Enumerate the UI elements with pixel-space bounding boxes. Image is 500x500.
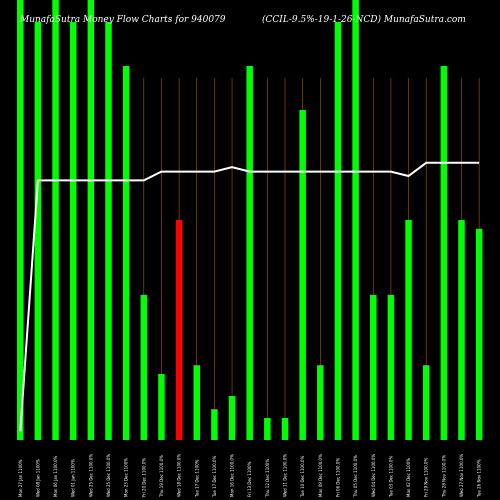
bar [334, 22, 342, 440]
x-tick-label: Thu 28 Nov 1100.0% [441, 455, 446, 498]
bar [122, 66, 130, 440]
bar [281, 418, 289, 440]
x-tick-label: Tue 26 Nov 1100% [477, 459, 482, 498]
bar [405, 220, 412, 440]
bar [458, 220, 465, 440]
bar [175, 220, 183, 440]
bar [475, 228, 483, 440]
bar [264, 418, 271, 440]
x-tick-label: Fri 20 Dec 1100.0% [141, 458, 146, 497]
x-tick-label: Fri 13 Dec 1100% [247, 461, 252, 497]
x-tick-label: Fri 06 Dec 1100.0% [335, 458, 340, 497]
bar [87, 0, 95, 440]
chart-title-right: (CCIL-9.5%-19-1-26-NCD) MunafaSutra.com [262, 14, 466, 25]
x-tick-label: Mon 27 Jan 1100% [18, 459, 23, 497]
x-tick-label: Wed 08 Jan 1100% [35, 459, 40, 497]
bar [246, 66, 253, 440]
bar [352, 0, 359, 440]
x-tick-label: Mon 02 Dec 1100% [406, 458, 411, 497]
bar [299, 110, 306, 440]
x-tick-label: Wed 01 Jan 1100% [71, 459, 76, 497]
x-tick-label: Thu 12 Dec 1100% [265, 459, 270, 498]
bar [370, 294, 377, 440]
x-tick-label: Mon 16 Dec 1100.0% [230, 454, 235, 497]
x-tick-label: Mon 09 Dec 1100.0% [318, 454, 323, 497]
bar [17, 0, 24, 440]
x-tick-label: Mon 06 Jan 1100.0% [53, 456, 58, 498]
chart-title-left: MunafaSutra Money Flow Charts for 940079 [19, 15, 226, 25]
bar [52, 0, 59, 440]
x-tick-label: Wed 04 Dec 1100.0% [371, 454, 376, 497]
bar [140, 294, 148, 440]
x-tick-labels: Mon 27 Jan 1100% Wed 08 Jan 1100% Mon 06 J… [18, 454, 482, 498]
bar [158, 374, 165, 440]
bar [440, 66, 448, 440]
x-tick-label: Tue 10 Dec 1100.0% [300, 456, 305, 498]
x-tick-label: Tue 17 Dec 1100% [194, 459, 199, 498]
bar [193, 365, 200, 440]
x-tick-label: Wed 27 Nov 1100.0% [459, 454, 464, 497]
bars [17, 0, 483, 440]
x-tick-label: Mon 23 Dec 1100% [124, 458, 129, 497]
bar [422, 365, 430, 440]
money-flow-line [19, 161, 480, 432]
bar [105, 22, 112, 440]
x-tick-label: Wed 25 Dec 1100.0% [106, 454, 111, 497]
x-tick-label: Tue 17 Dec 1100.0% [212, 456, 217, 498]
x-tick-label: Fri 29 Nov 1100.0% [424, 458, 429, 497]
x-tick-label: Wed 18 Dec 1100.0% [177, 454, 182, 497]
bar [34, 22, 42, 440]
x-tick-label: Wed 11 Dec 1100.0% [283, 454, 288, 497]
bar [228, 396, 236, 440]
x-tick-label: Tue 03 Dec 1100.0% [388, 456, 393, 498]
x-tick-label: Thu 19 Dec 1100.0% [159, 455, 164, 498]
bar [317, 365, 324, 440]
bar [387, 294, 395, 440]
x-tick-label: Wed 25 Dec 1100.0% [88, 454, 93, 497]
bar [69, 22, 77, 440]
bar [211, 409, 218, 440]
x-tick-label: Thu 05 Dec 1100.0% [353, 455, 358, 498]
